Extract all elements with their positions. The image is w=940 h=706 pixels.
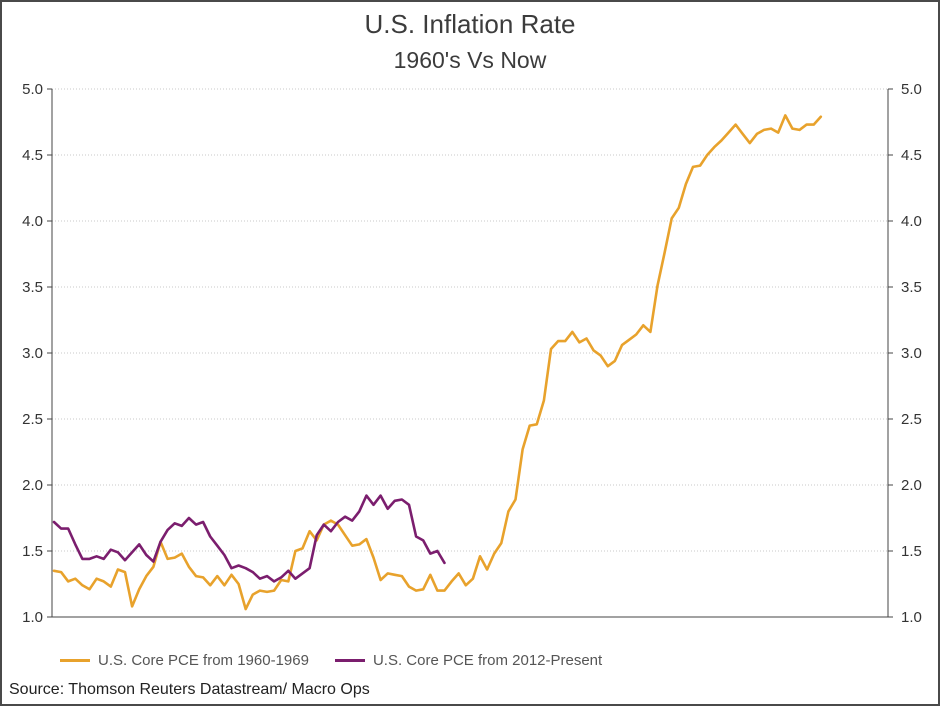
y-tick-label-left: 1.5: [22, 543, 43, 560]
y-tick-label-right: 3.5: [901, 279, 922, 296]
y-tick-label-right: 3.0: [901, 345, 922, 362]
chart-title: U.S. Inflation Rate: [364, 9, 576, 39]
legend-item-2012: U.S. Core PCE from 2012-Present: [334, 652, 603, 669]
y-tick-label-left: 5.0: [22, 81, 43, 98]
series-line-2012-present: [52, 494, 446, 583]
series-line-1960s: [52, 114, 823, 611]
chart-subtitle: 1960's Vs Now: [393, 47, 547, 73]
y-tick-label-left: 3.5: [22, 279, 43, 296]
y-tick-label-right: 1.0: [901, 609, 922, 626]
y-tick-label-left: 2.5: [22, 411, 43, 428]
legend: U.S. Core PCE from 1960-1969 U.S. Core P…: [60, 652, 628, 669]
y-tick-label-right: 2.5: [901, 411, 922, 428]
y-tick-label-left: 1.0: [22, 609, 43, 626]
y-tick-label-right: 1.5: [901, 543, 922, 560]
source-note: Source: Thomson Reuters Datastream/ Macr…: [9, 681, 370, 698]
y-tick-label-left: 4.0: [22, 213, 43, 230]
y-tick-label-right: 2.0: [901, 477, 922, 494]
y-tick-label-right: 5.0: [901, 81, 922, 98]
y-tick-label-left: 2.0: [22, 477, 43, 494]
legend-item-1960s: U.S. Core PCE from 1960-1969: [60, 652, 309, 669]
y-tick-label-left: 4.5: [22, 147, 43, 164]
legend-label-1960s: U.S. Core PCE from 1960-1969: [98, 652, 309, 669]
y-tick-label-left: 3.0: [22, 345, 43, 362]
y-tick-label-right: 4.0: [901, 213, 922, 230]
y-tick-label-right: 4.5: [901, 147, 922, 164]
legend-swatch-2012: [334, 659, 365, 662]
legend-swatch-1960s: [60, 659, 90, 662]
legend-label-2012: U.S. Core PCE from 2012-Present: [372, 652, 603, 669]
